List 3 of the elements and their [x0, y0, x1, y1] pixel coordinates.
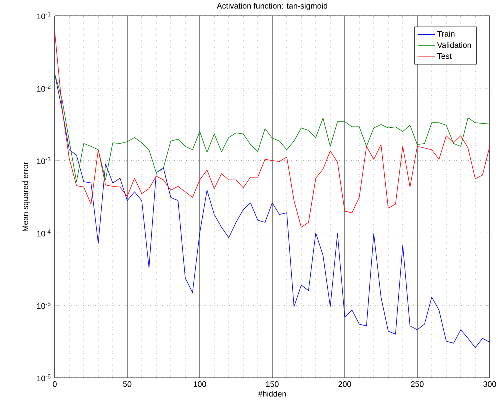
line-series [54, 74, 490, 182]
line-series [54, 74, 490, 348]
line-series [54, 32, 490, 228]
